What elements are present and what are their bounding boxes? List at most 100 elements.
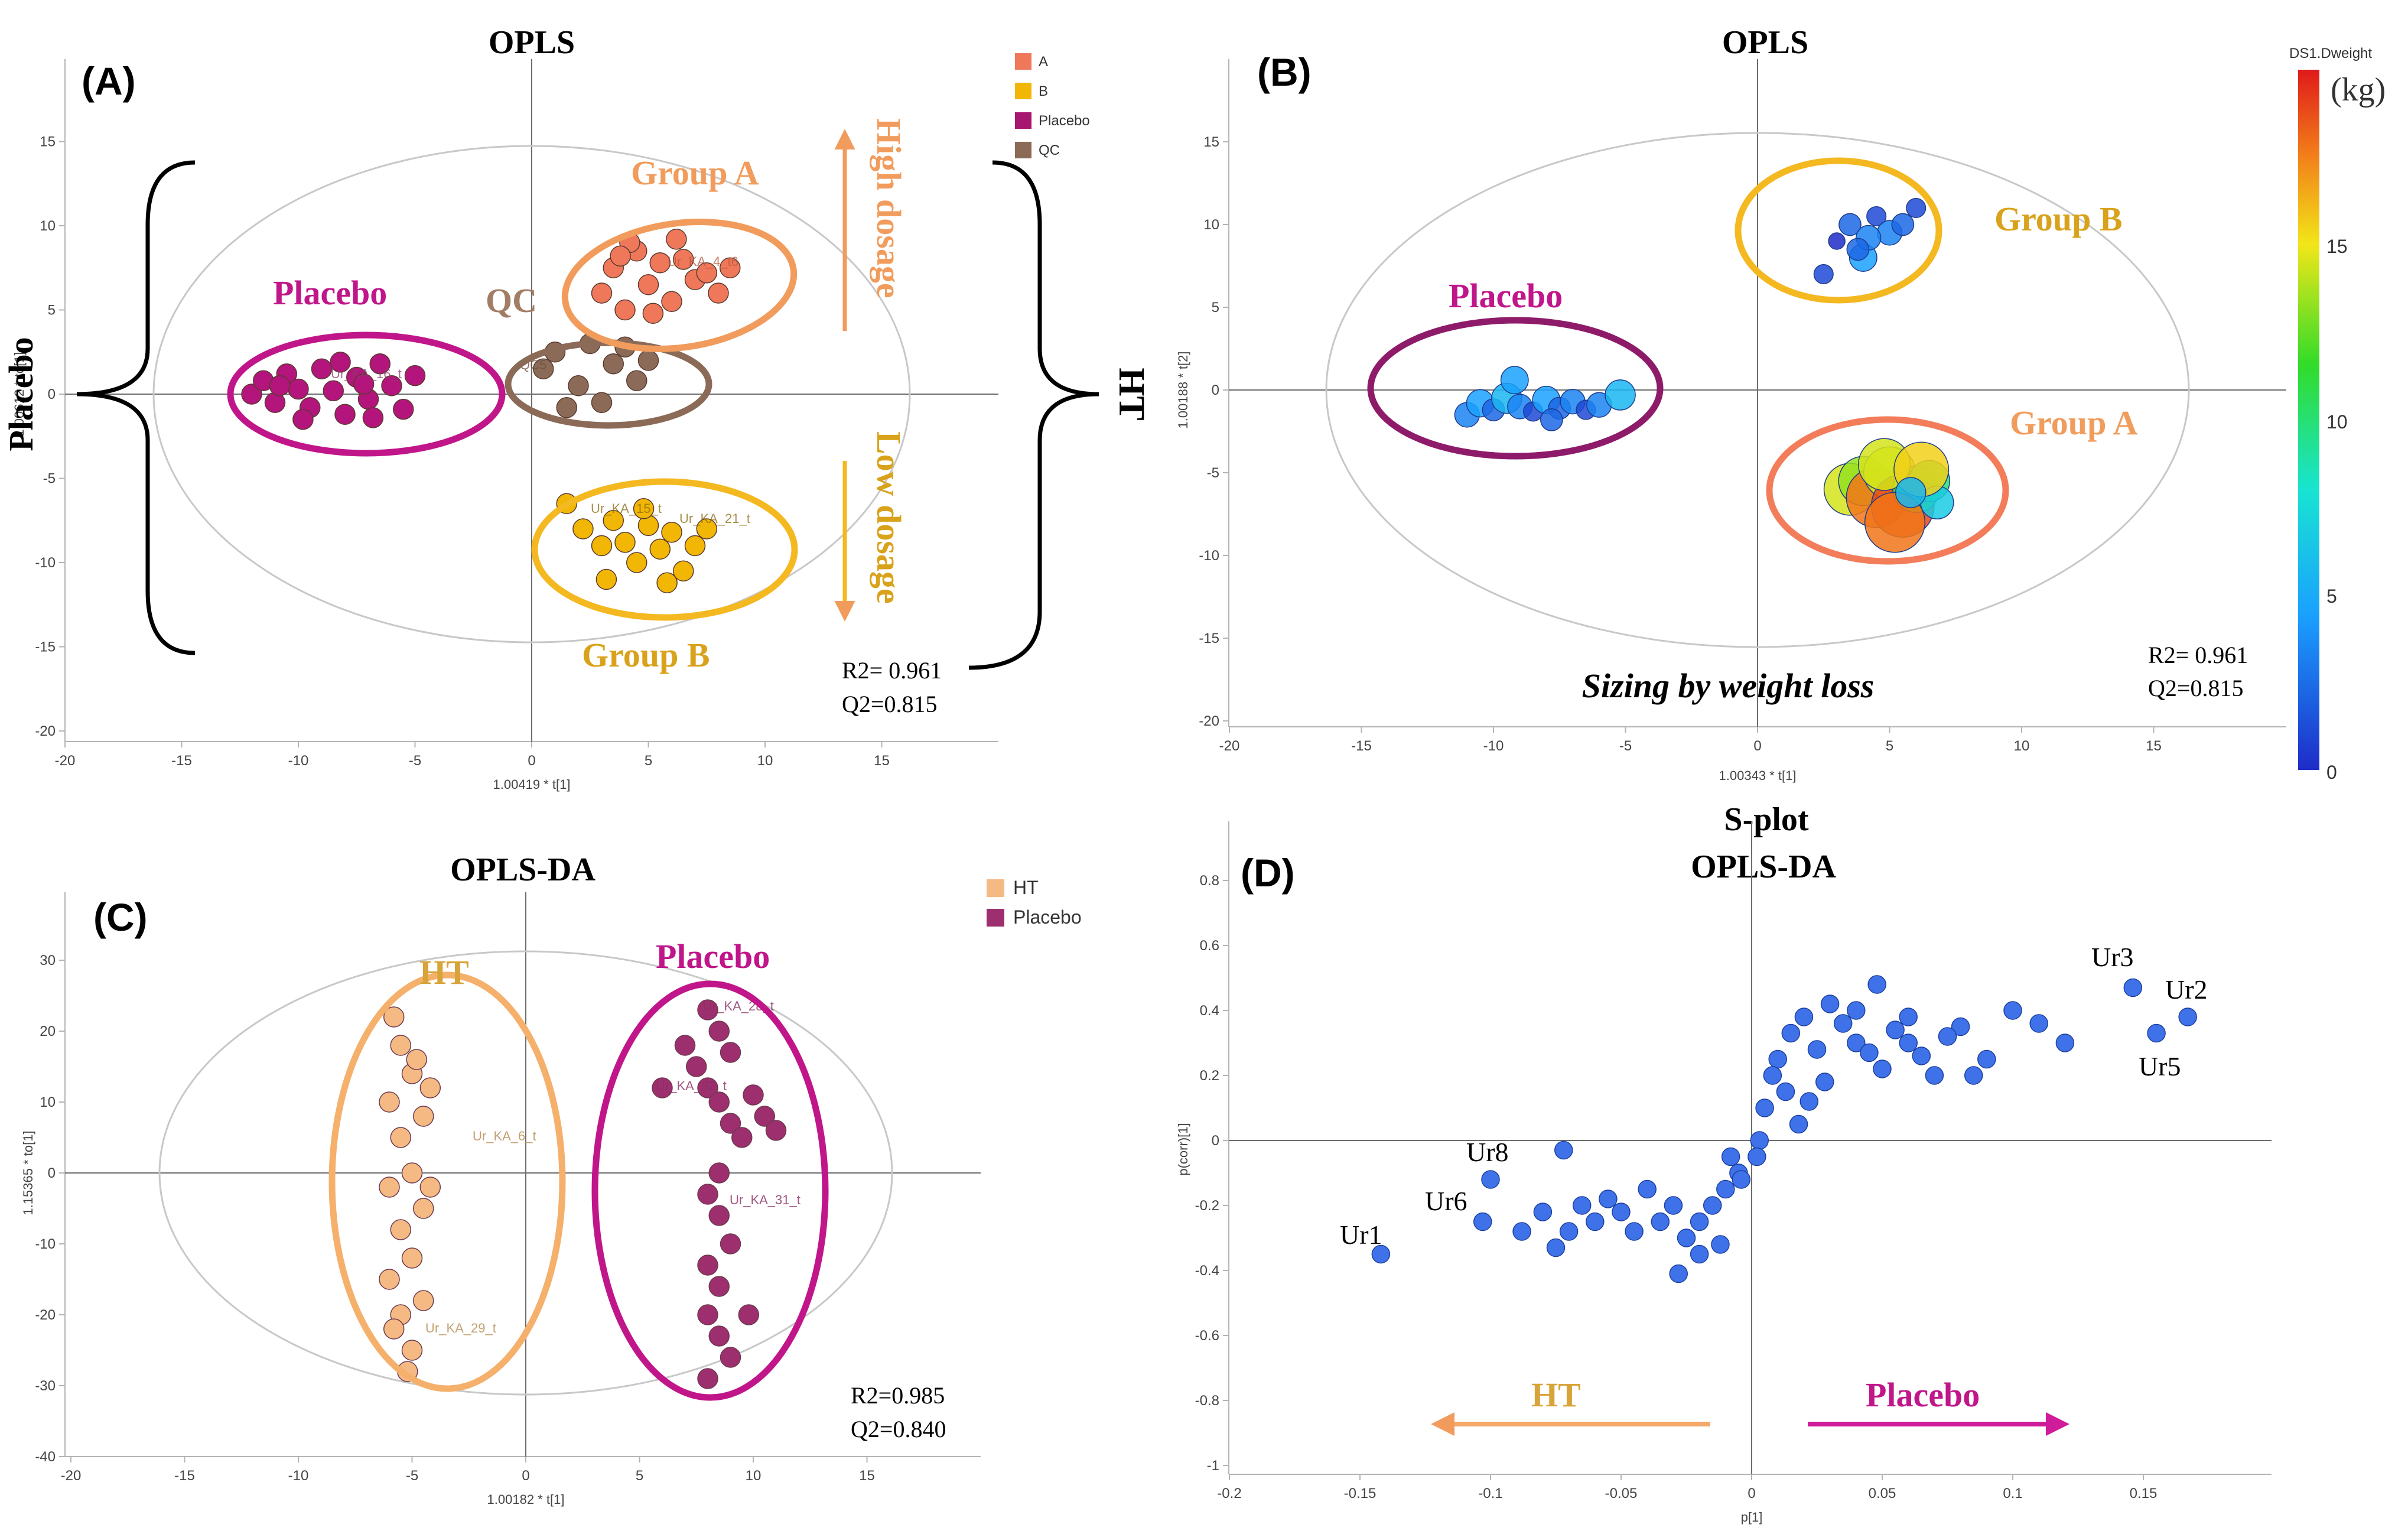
data-point-variables bbox=[1638, 1179, 1657, 1199]
data-point-a bbox=[708, 282, 729, 304]
y-tick-label: -0.2 bbox=[1195, 1198, 1219, 1214]
data-point-a bbox=[649, 252, 671, 274]
data-point-variables bbox=[1599, 1190, 1618, 1208]
y-tick-label: -40 bbox=[35, 1449, 56, 1465]
data-point-b bbox=[649, 538, 671, 560]
data-point-variables bbox=[1554, 1140, 1573, 1160]
colorbar-tick: 0 bbox=[2326, 762, 2337, 783]
x-tick-label: 0.15 bbox=[2130, 1486, 2158, 1502]
y-tick-label: 5 bbox=[1212, 300, 1219, 316]
data-point-variables bbox=[1711, 1235, 1730, 1254]
data-point-a bbox=[673, 249, 694, 270]
data-point-variables bbox=[1807, 1040, 1827, 1059]
y-tick-label: -0.4 bbox=[1195, 1263, 1219, 1279]
data-point-variables bbox=[1886, 1020, 1905, 1039]
x-tick-label: -20 bbox=[61, 1468, 82, 1484]
data-point-variables bbox=[1867, 975, 1886, 994]
legend-swatch-ht bbox=[987, 879, 1004, 897]
x-tick-label: -15 bbox=[1351, 738, 1372, 754]
data-point-group-b bbox=[1813, 264, 1834, 285]
x-tick-label: -0.05 bbox=[1605, 1486, 1638, 1502]
data-point-variables bbox=[1763, 1066, 1782, 1085]
x-tick-label: 0.05 bbox=[1869, 1486, 1896, 1502]
panel-b-ticks: -20 -15 -10 -5 0 5 10 15 15 10 5 0 -5 -10 -15 -20 bbox=[1199, 134, 2162, 754]
data-point-variables bbox=[1964, 1066, 1983, 1085]
y-tick-label: -10 bbox=[35, 555, 56, 571]
y-tick-label: 10 bbox=[40, 1094, 56, 1110]
panel-c-y-label: 1.15365 * to[1] bbox=[21, 1130, 35, 1215]
legend-swatch-b bbox=[1015, 83, 1031, 99]
x-tick-label: 15 bbox=[874, 753, 890, 769]
data-point-ht bbox=[401, 1247, 423, 1269]
legend-label-b: B bbox=[1039, 83, 1048, 99]
data-point-placebo bbox=[353, 373, 375, 395]
y-tick-label: -15 bbox=[35, 639, 56, 655]
x-tick-label: -10 bbox=[288, 1468, 309, 1484]
marker-label-ur8: Ur8 bbox=[1466, 1137, 1509, 1167]
data-point-variables bbox=[1912, 1046, 1931, 1065]
data-point-a bbox=[696, 262, 717, 284]
data-point-ht bbox=[383, 1006, 405, 1028]
data-point-variables bbox=[1847, 1034, 1866, 1052]
sample-label: Ur_KA_32_t bbox=[656, 1078, 727, 1093]
data-point-ht bbox=[406, 1049, 427, 1070]
data-point-group-a bbox=[1895, 477, 1927, 508]
data-point-variables bbox=[1815, 1072, 1834, 1091]
legend-label-ht: HT bbox=[1013, 877, 1039, 898]
panel-d-subtitle: OPLS-DA bbox=[1691, 849, 1836, 885]
panel-a-confidence-ellipse bbox=[152, 145, 911, 644]
sample-label: Ur_KA_6_t bbox=[473, 1129, 536, 1143]
group-a-ellipse bbox=[1766, 416, 2009, 565]
data-point-variables bbox=[1794, 1008, 1814, 1026]
data-point-qc bbox=[533, 358, 554, 379]
x-tick-label: -10 bbox=[288, 753, 309, 769]
y-tick-label: -10 bbox=[1199, 548, 1219, 564]
y-tick-label: -20 bbox=[35, 723, 56, 739]
group-a-label: Group A bbox=[631, 154, 759, 192]
marker-ur1 bbox=[1371, 1244, 1391, 1264]
panel-c-ticks: -20 -15 -10 -5 0 5 10 15 30 20 10 0 -10 -20 -30 -40 bbox=[35, 953, 875, 1484]
data-point-qc bbox=[591, 392, 613, 413]
marker-label-ur2: Ur2 bbox=[2165, 974, 2208, 1005]
x-tick-label: -0.1 bbox=[1478, 1486, 1502, 1502]
data-point-placebo bbox=[697, 1304, 718, 1325]
data-point-qc bbox=[568, 375, 589, 396]
data-point-group-b bbox=[1828, 232, 1846, 250]
data-point-ht bbox=[413, 1106, 434, 1127]
y-tick-label: 0.2 bbox=[1200, 1068, 1219, 1084]
marker-ur3 bbox=[2123, 978, 2143, 997]
y-tick-label: -0.6 bbox=[1195, 1328, 1219, 1344]
panel-b-title: OPLS bbox=[1722, 24, 1808, 61]
placebo-label: Placebo bbox=[656, 937, 770, 976]
panel-a-label: (A) bbox=[82, 59, 136, 103]
panel-d: (D) S-plot OPLS-DA -0.2 -0.15 -0.1 -0.05 0 0.… bbox=[1176, 801, 2272, 1525]
x-tick-label: -0.2 bbox=[1217, 1486, 1241, 1502]
panel-a-q2: Q2=0.815 bbox=[842, 691, 937, 717]
legend-label-placebo: Placebo bbox=[1013, 906, 1082, 928]
y-tick-label: 0 bbox=[48, 1165, 56, 1181]
data-point-ht bbox=[401, 1340, 423, 1361]
data-point-b bbox=[661, 521, 682, 543]
marker-ur5 bbox=[2147, 1023, 2166, 1043]
ht-label: HT bbox=[419, 953, 469, 992]
x-tick-label: -5 bbox=[406, 1468, 418, 1484]
data-point-variables bbox=[2055, 1034, 2075, 1052]
data-point-placebo bbox=[686, 1056, 707, 1077]
data-point-variables bbox=[1612, 1202, 1631, 1221]
data-point-placebo bbox=[288, 378, 309, 400]
data-point-variables bbox=[1732, 1170, 1751, 1189]
x-tick-label: -5 bbox=[1619, 738, 1632, 754]
panel-b: (B) OPLS -20 -15 -10 -5 0 5 10 15 15 10 5 0 -5 -10 -15… bbox=[1176, 24, 2386, 783]
data-point-variables bbox=[1721, 1147, 1740, 1166]
data-point-ht bbox=[413, 1290, 434, 1311]
marker-label-ur5: Ur5 bbox=[2139, 1051, 2181, 1081]
y-tick-label: 5 bbox=[48, 303, 56, 318]
data-point-variables bbox=[2003, 1001, 2022, 1020]
sizing-note: Sizing by weight loss bbox=[1582, 667, 1875, 705]
data-point-placebo bbox=[362, 407, 384, 428]
data-point-variables bbox=[1716, 1179, 1735, 1199]
x-tick-label: 0 bbox=[522, 1468, 529, 1484]
panel-b-label: (B) bbox=[1257, 50, 1312, 94]
data-point-placebo bbox=[708, 1020, 730, 1042]
panel-a-r2: R2= 0.961 bbox=[842, 657, 942, 684]
